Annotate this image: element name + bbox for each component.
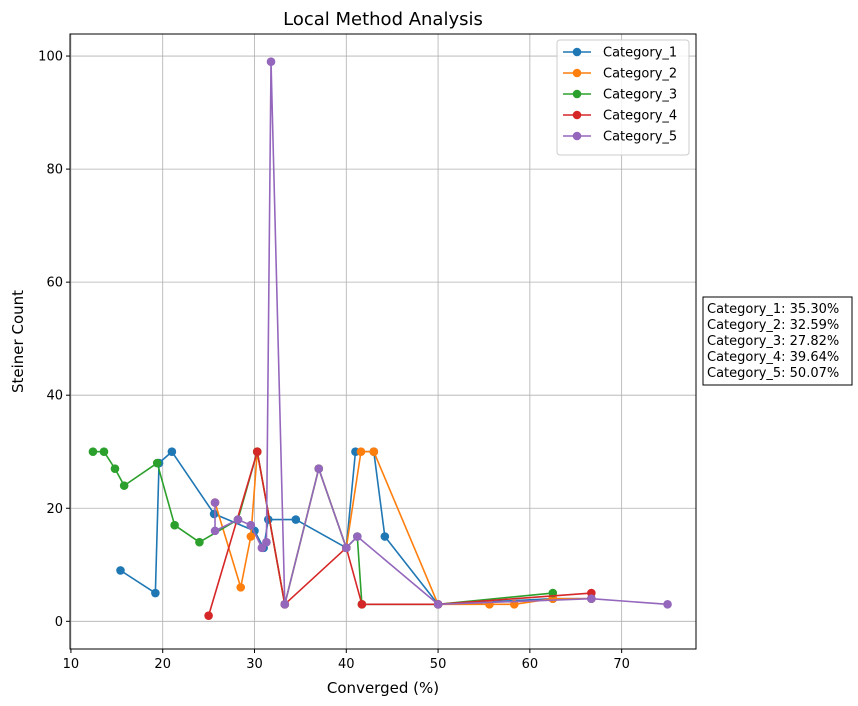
stats-line: Category_5: 50.07% <box>707 366 839 381</box>
legend-entry: Category_2 <box>563 67 677 82</box>
data-point <box>252 447 262 457</box>
data-point <box>99 447 109 457</box>
legend-label: Category_1 <box>603 46 677 61</box>
stats-annotation-box: Category_1: 35.30%Category_2: 32.59%Cate… <box>702 296 853 386</box>
y-tick-label: 20 <box>46 502 63 517</box>
data-point <box>356 447 366 457</box>
data-point <box>262 537 271 547</box>
y-axis-label: Steiner Count <box>9 290 27 393</box>
data-point <box>195 537 204 547</box>
x-tick-label: 10 <box>63 657 80 672</box>
axis-ticks: 10 20 30 40 50 60 70 0 20 40 60 80 100 <box>38 50 630 672</box>
data-point <box>116 566 125 575</box>
data-point <box>314 464 324 473</box>
x-tick-label: 40 <box>338 657 355 672</box>
x-tick-label: 30 <box>246 657 263 672</box>
x-tick-label: 20 <box>154 657 171 672</box>
data-point <box>233 515 243 524</box>
stats-frame <box>702 296 853 386</box>
y-tick-label: 40 <box>46 389 63 404</box>
data-point <box>663 600 672 609</box>
legend-label: Category_5 <box>603 130 677 145</box>
y-tick-label: 60 <box>46 276 63 291</box>
data-point <box>341 543 351 553</box>
data-point <box>369 447 379 457</box>
legend: Category_1 Category_2 Category_3 Category_4… <box>556 39 690 156</box>
y-tick-label: 100 <box>38 50 63 65</box>
data-point <box>210 526 220 536</box>
y-tick-label: 0 <box>55 615 63 630</box>
data-point <box>151 588 160 598</box>
x-tick-label: 70 <box>613 657 630 672</box>
data-point <box>246 520 256 530</box>
series-2 <box>210 447 596 609</box>
legend-swatch-marker <box>572 89 582 99</box>
data-point <box>119 481 129 490</box>
legend-label: Category_4 <box>603 109 677 124</box>
data-point <box>246 532 256 541</box>
stats-line: Category_2: 32.59% <box>707 318 839 333</box>
legend-swatch-marker <box>572 131 582 141</box>
legend-label: Category_2 <box>603 67 677 82</box>
legend-swatch-marker <box>572 47 582 57</box>
data-point <box>291 515 301 524</box>
data-point <box>266 57 276 66</box>
legend-label: Category_3 <box>603 88 677 103</box>
data-point <box>357 600 367 609</box>
data-point <box>209 509 219 519</box>
legend-swatch-marker <box>572 110 582 120</box>
data-point <box>236 583 246 592</box>
data-point <box>280 600 290 609</box>
data-point <box>380 532 390 541</box>
legend-swatch-marker <box>572 68 582 78</box>
data-point <box>167 447 177 457</box>
x-axis-label: Converged (%) <box>327 679 439 697</box>
data-point <box>433 600 443 609</box>
stats-line: Category_4: 39.64% <box>707 350 839 365</box>
series-5 <box>210 57 672 609</box>
data-point <box>170 520 179 530</box>
series-line <box>92 450 553 606</box>
stats-line: Category_1: 35.30% <box>707 302 839 317</box>
stats-line: Category_3: 27.82% <box>707 334 839 349</box>
legend-frame <box>556 39 690 156</box>
legend-entry: Category_3 <box>563 88 677 103</box>
series-3 <box>88 447 558 609</box>
data-point <box>204 611 213 620</box>
data-point <box>152 458 162 468</box>
data-point <box>352 532 362 541</box>
legend-entry: Category_5 <box>563 130 677 145</box>
chart-title: Local Method Analysis <box>283 9 483 30</box>
x-tick-label: 60 <box>522 657 539 672</box>
x-tick-label: 50 <box>430 657 447 672</box>
data-point <box>587 594 596 603</box>
plot-frame <box>69 33 697 650</box>
y-tick-label: 80 <box>46 163 63 178</box>
legend-entry: Category_1 <box>563 46 677 61</box>
data-point <box>88 447 98 457</box>
data-point <box>110 464 120 473</box>
series-layer <box>88 57 672 620</box>
data-point <box>210 498 220 507</box>
legend-entry: Category_4 <box>563 109 677 124</box>
